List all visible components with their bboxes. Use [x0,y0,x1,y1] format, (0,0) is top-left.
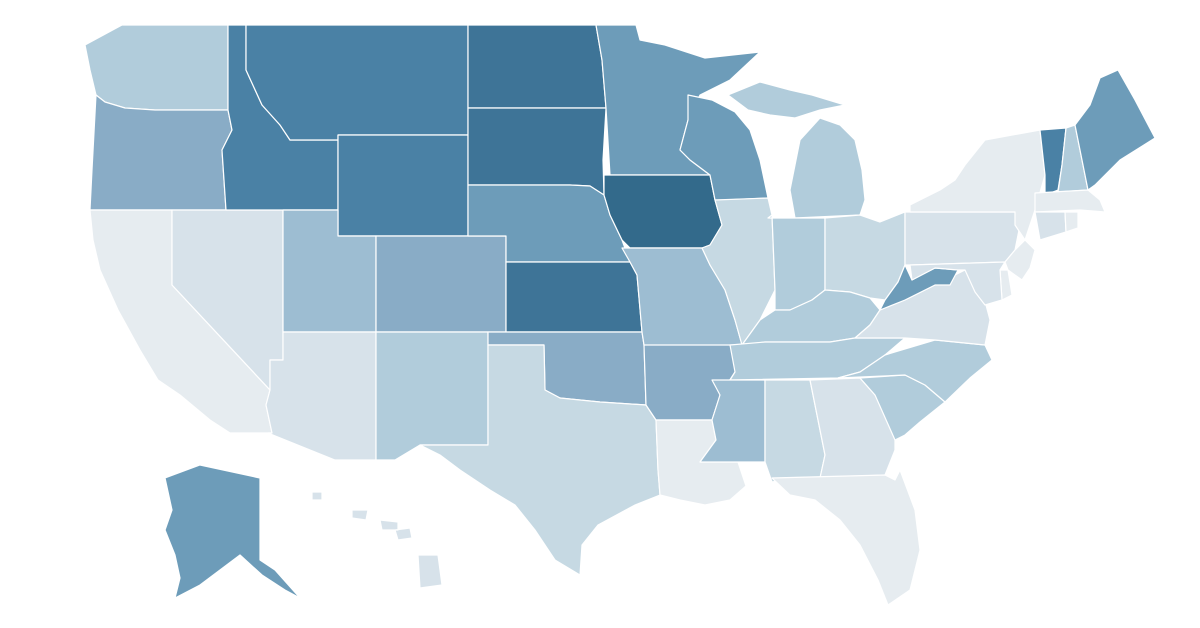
state-me[interactable] [1074,69,1156,191]
state-ak[interactable] [164,464,301,599]
state-az[interactable] [265,331,377,461]
state-mt[interactable] [245,24,469,141]
state-fl[interactable] [771,469,921,606]
state-md[interactable] [909,261,1006,306]
state-wy[interactable] [337,134,469,237]
state-co[interactable] [375,235,507,333]
state-hi[interactable] [311,491,443,589]
state-or[interactable] [89,94,233,211]
state-nc[interactable] [837,339,993,403]
state-wa[interactable] [84,24,229,111]
state-ks[interactable] [505,261,643,333]
state-sd[interactable] [467,107,607,196]
state-ct[interactable] [1034,211,1067,241]
state-nd[interactable] [467,24,607,109]
state-mi[interactable] [727,81,866,219]
state-in[interactable] [767,214,826,311]
state-ma[interactable] [1034,189,1106,213]
state-ia[interactable] [603,174,723,249]
state-oh[interactable] [824,211,906,301]
state-pa[interactable] [904,211,1021,266]
state-ri[interactable] [1064,211,1079,233]
states-layer [84,24,1156,606]
state-tx[interactable] [419,344,661,576]
state-nm[interactable] [375,331,489,461]
state-nj[interactable] [1004,239,1036,281]
